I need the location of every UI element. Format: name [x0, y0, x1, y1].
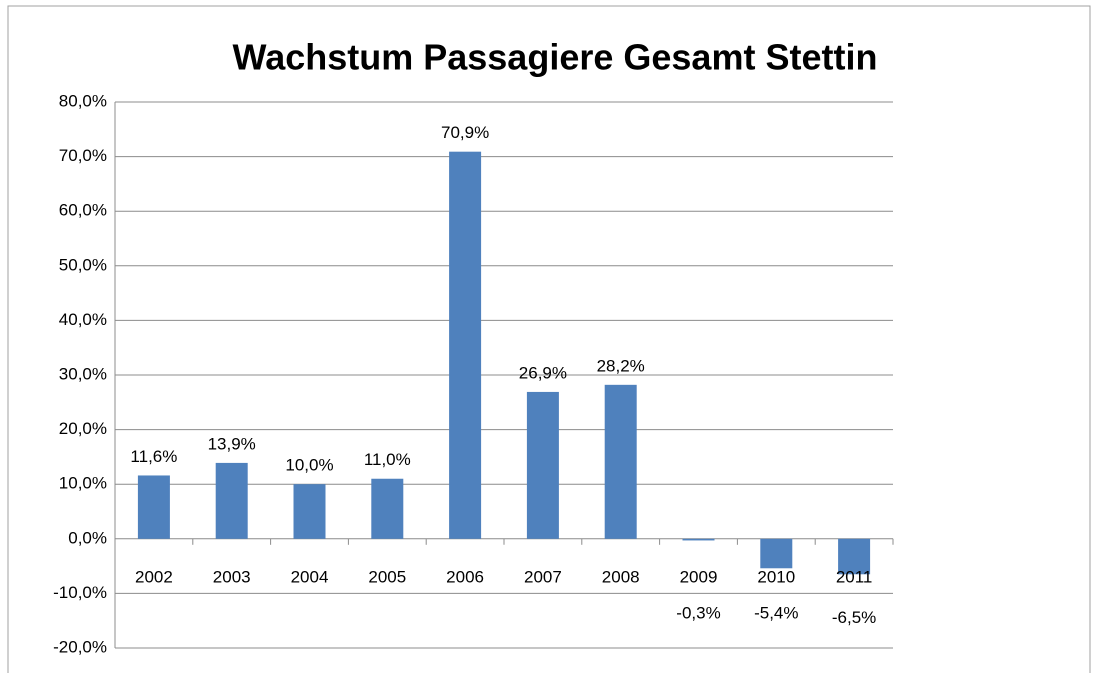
chart-title: Wachstum Passagiere Gesamt Stettin — [233, 37, 878, 78]
x-tick-label: 2002 — [135, 567, 173, 586]
y-tick-label: 0,0% — [68, 528, 107, 547]
y-tick-label: 60,0% — [59, 201, 107, 220]
y-tick-label: 50,0% — [59, 255, 107, 274]
x-tick-label: 2008 — [602, 567, 640, 586]
y-tick-label: 10,0% — [59, 474, 107, 493]
data-label: 11,6% — [130, 447, 177, 466]
data-label: 11,0% — [364, 450, 411, 469]
data-label: 26,9% — [519, 363, 567, 382]
x-tick-label: 2011 — [836, 567, 873, 586]
x-tick-label: 2004 — [291, 567, 329, 586]
data-label: 28,2% — [597, 356, 645, 375]
y-tick-label: 80,0% — [59, 91, 107, 110]
x-tick-label: 2003 — [213, 567, 251, 586]
bar — [449, 151, 482, 539]
y-tick-label: 20,0% — [59, 419, 107, 438]
x-tick-label: 2009 — [680, 567, 718, 586]
bar — [215, 462, 248, 539]
bar — [371, 478, 404, 539]
x-tick-label: 2007 — [524, 567, 562, 586]
data-label: 10,0% — [285, 456, 333, 475]
y-tick-label: 70,0% — [59, 146, 107, 165]
x-tick-label: 2006 — [446, 567, 484, 586]
x-tick-label: 2005 — [368, 567, 406, 586]
bar — [293, 484, 326, 539]
data-label: -0,3% — [676, 603, 720, 622]
data-label: -5,4% — [754, 603, 798, 622]
y-tick-label: -10,0% — [53, 583, 107, 602]
bar — [137, 475, 170, 539]
chart-frame — [7, 5, 1091, 673]
y-tick-label: 40,0% — [59, 310, 107, 329]
bar — [760, 538, 793, 569]
data-label: 70,9% — [441, 123, 489, 142]
bar — [838, 538, 871, 575]
bar — [604, 384, 637, 539]
x-tick-label: 2010 — [757, 567, 795, 586]
data-label: -6,5% — [832, 608, 876, 627]
y-tick-label: 30,0% — [59, 364, 107, 383]
y-tick-label: -20,0% — [53, 637, 107, 656]
bar — [526, 391, 559, 539]
bar — [682, 538, 715, 541]
data-label: 13,9% — [208, 434, 256, 453]
